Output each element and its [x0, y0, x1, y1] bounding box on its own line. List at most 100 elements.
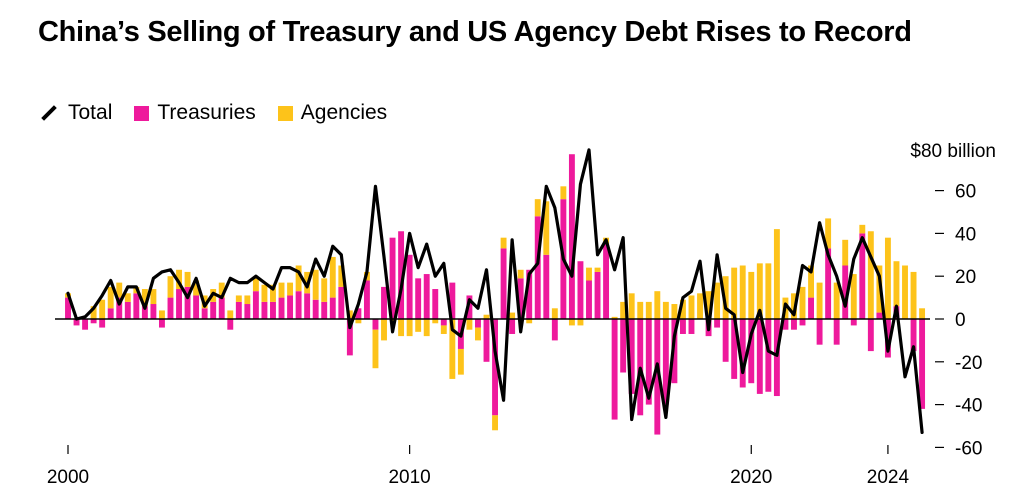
agencies-bar	[645, 301, 652, 319]
treasuries-bar	[440, 319, 447, 326]
agencies-bar	[176, 269, 182, 290]
treasuries-bar	[842, 265, 849, 319]
treasuries-bar	[765, 319, 772, 392]
agencies-bar	[193, 280, 200, 296]
treasuries-bar	[295, 291, 302, 319]
treasuries-bar	[338, 286, 345, 319]
agencies-bar	[628, 293, 635, 319]
treasuries-bar	[714, 319, 721, 328]
agencies-bar	[312, 269, 319, 300]
y-tick-label: 20	[955, 267, 976, 288]
treasuries-bar	[406, 254, 413, 319]
agencies-bar	[244, 295, 251, 305]
treasuries-bar	[816, 319, 823, 345]
legend-item-treasuries: Treasuries	[134, 101, 256, 125]
total-line	[66, 148, 924, 435]
agencies-bar	[492, 415, 498, 431]
agencies-bar	[252, 278, 259, 292]
agencies-bar	[99, 299, 106, 319]
treasuries-bar	[850, 319, 857, 326]
treasuries-bar	[543, 254, 550, 319]
treasuries-bar	[449, 282, 456, 319]
treasuries-bar	[99, 319, 106, 328]
treasuries-bar	[82, 319, 89, 330]
treasuries-bar	[270, 301, 276, 319]
treasuries-bar	[252, 291, 259, 319]
treasuries-bar	[825, 248, 832, 319]
agencies-bar	[722, 276, 729, 319]
treasuries-bar	[594, 271, 601, 319]
agencies-bar	[466, 319, 473, 330]
agencies-bar	[679, 299, 686, 319]
agencies-bar	[893, 261, 900, 307]
agencies-bar	[867, 231, 874, 319]
treasuries-bar	[782, 319, 789, 330]
treasuries-bar	[586, 280, 592, 319]
legend: Total Treasuries Agencies	[38, 100, 409, 126]
treasuries-bar	[688, 319, 695, 334]
agencies-bar	[329, 256, 336, 298]
treasuries-bar	[483, 319, 490, 362]
agencies-bar	[765, 263, 772, 319]
agencies-bar	[235, 295, 242, 302]
agencies-bar	[398, 319, 405, 337]
agencies-swatch	[277, 105, 293, 121]
agencies-bar	[107, 286, 114, 309]
agencies-bar	[833, 282, 840, 319]
agencies-bar	[910, 271, 917, 319]
treasuries-bar	[304, 293, 311, 319]
agencies-bar	[586, 267, 592, 281]
treasuries-bar	[321, 301, 328, 319]
agencies-bar	[270, 284, 276, 302]
treasuries-bar	[534, 216, 541, 319]
legend-label-total: Total	[68, 101, 113, 124]
agencies-bar	[218, 282, 225, 298]
treasuries-bar	[201, 308, 208, 319]
treasuries-bar	[662, 319, 669, 405]
y-tick-label: -40	[955, 396, 982, 417]
y-tick-label: 60	[955, 182, 976, 203]
agencies-bar	[697, 293, 703, 319]
y-tick-label: -60	[955, 438, 982, 459]
treasuries-bar	[415, 278, 422, 319]
agencies-bar	[654, 291, 661, 319]
treasuries-bar	[645, 319, 652, 405]
agencies-bar	[381, 319, 387, 341]
agencies-bar	[406, 319, 413, 337]
treasuries-bar	[176, 289, 182, 319]
treasuries-bar	[141, 306, 148, 319]
agencies-bar	[517, 269, 524, 279]
agencies-bar	[902, 265, 908, 319]
agencies-bar	[355, 319, 362, 324]
treasuries-bar	[312, 299, 319, 319]
agencies-bar	[141, 289, 148, 307]
chart-title: China’s Selling of Treasury and US Agenc…	[38, 16, 912, 48]
treasuries-bar	[577, 261, 584, 319]
agencies-bar	[662, 301, 669, 319]
treasuries-bar	[859, 233, 866, 319]
agencies-bar	[816, 282, 823, 319]
agencies-bar	[423, 319, 430, 337]
legend-label-treasuries: Treasuries	[157, 101, 256, 124]
treasuries-bar	[398, 231, 405, 319]
treasuries-bar	[654, 319, 661, 435]
agencies-bar	[261, 284, 268, 302]
treasuries-bar	[150, 304, 157, 319]
treasuries-bar	[799, 319, 806, 326]
legend-item-total: Total	[38, 101, 112, 125]
treasuries-bar	[756, 319, 763, 394]
agencies-bar	[620, 301, 627, 319]
agencies-bar	[577, 319, 584, 326]
treasuries-bar	[167, 297, 174, 319]
treasuries-bar	[611, 319, 618, 420]
agencies-bar	[919, 308, 926, 319]
treasuries-bar	[876, 312, 883, 319]
x-tick-label: 2020	[730, 467, 772, 488]
treasuries-bar	[919, 319, 926, 409]
treasuries-bar	[432, 289, 439, 319]
agencies-bar	[321, 278, 328, 302]
agencies-bar	[773, 229, 780, 319]
treasuries-bar	[833, 319, 840, 345]
agencies-bar	[440, 325, 447, 334]
treasuries-bar	[748, 319, 755, 384]
